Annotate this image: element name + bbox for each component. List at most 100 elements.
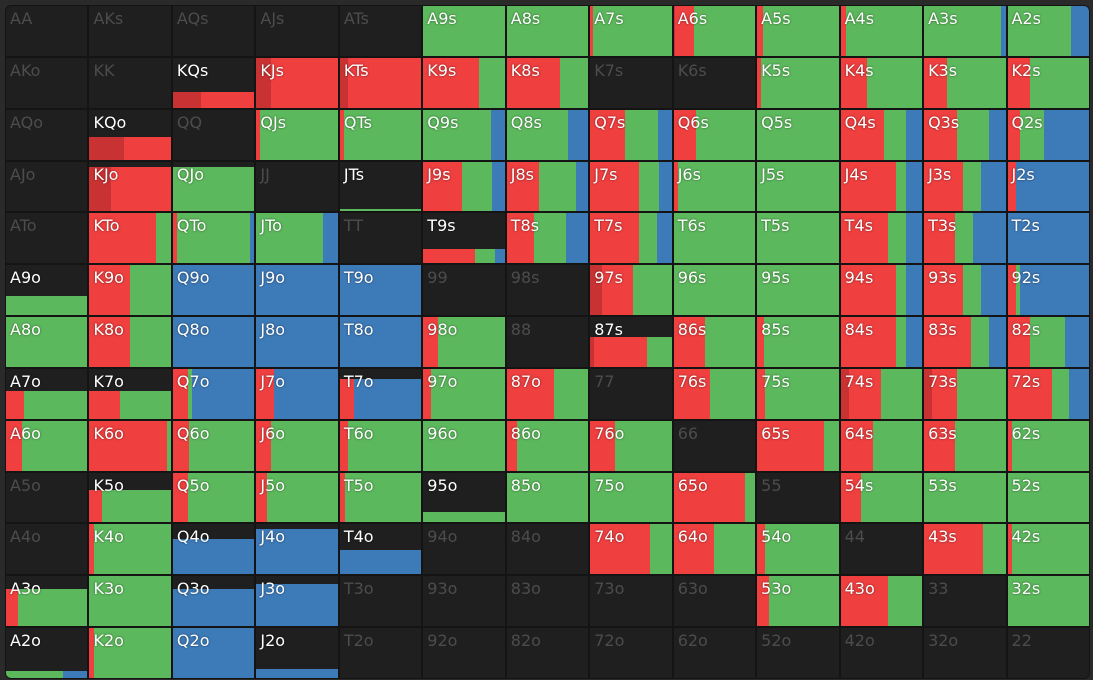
hand-cell-KTo[interactable]: KTo: [89, 213, 171, 264]
hand-cell-K7o[interactable]: K7o: [89, 368, 171, 419]
hand-cell-K3s[interactable]: K3s: [924, 57, 1006, 108]
hand-cell-J7s[interactable]: J7s: [590, 161, 672, 212]
hand-cell-T4s[interactable]: T4s: [840, 213, 923, 264]
hand-cell-Q4s[interactable]: Q4s: [840, 109, 923, 160]
hand-cell-A7s[interactable]: A7s: [590, 6, 672, 56]
hand-cell-85s[interactable]: 85s: [757, 317, 839, 367]
hand-cell-QJo[interactable]: QJo: [172, 161, 255, 212]
hand-cell-66[interactable]: 66: [673, 420, 756, 471]
hand-cell-J9s[interactable]: J9s: [423, 161, 505, 212]
hand-cell-65o[interactable]: 65o: [673, 472, 756, 523]
hand-cell-T3s[interactable]: T3s: [924, 213, 1006, 264]
hand-cell-86s[interactable]: 86s: [673, 317, 756, 367]
hand-cell-75o[interactable]: 75o: [590, 472, 672, 523]
hand-cell-76o[interactable]: 76o: [590, 420, 672, 471]
hand-cell-T8o[interactable]: T8o: [339, 317, 422, 367]
hand-cell-K5o[interactable]: K5o: [89, 472, 171, 523]
hand-cell-88[interactable]: 88: [506, 317, 589, 367]
hand-cell-T7s[interactable]: T7s: [590, 213, 672, 264]
hand-cell-63s[interactable]: 63s: [924, 420, 1006, 471]
hand-cell-Q9s[interactable]: Q9s: [423, 109, 505, 160]
hand-cell-J6s[interactable]: J6s: [673, 161, 756, 212]
hand-cell-AKs[interactable]: AKs: [89, 6, 171, 56]
hand-cell-64s[interactable]: 64s: [840, 420, 923, 471]
hand-cell-J7o[interactable]: J7o: [256, 368, 338, 419]
hand-cell-63o[interactable]: 63o: [673, 576, 756, 627]
hand-cell-KJo[interactable]: KJo: [89, 161, 171, 212]
hand-cell-K2s[interactable]: K2s: [1007, 57, 1089, 108]
hand-cell-K9o[interactable]: K9o: [89, 265, 171, 316]
hand-cell-95s[interactable]: 95s: [757, 265, 839, 316]
hand-cell-87s[interactable]: 87s: [590, 317, 672, 367]
hand-cell-Q2s[interactable]: Q2s: [1007, 109, 1089, 160]
hand-cell-84s[interactable]: 84s: [840, 317, 923, 367]
hand-cell-K8o[interactable]: K8o: [89, 317, 171, 367]
hand-cell-K3o[interactable]: K3o: [89, 576, 171, 627]
hand-cell-Q4o[interactable]: Q4o: [172, 524, 255, 575]
hand-cell-82o[interactable]: 82o: [506, 628, 589, 678]
hand-cell-J8s[interactable]: J8s: [506, 161, 589, 212]
hand-cell-96s[interactable]: 96s: [673, 265, 756, 316]
hand-cell-44[interactable]: 44: [840, 524, 923, 575]
hand-cell-Q7s[interactable]: Q7s: [590, 109, 672, 160]
hand-cell-75s[interactable]: 75s: [757, 368, 839, 419]
hand-cell-93o[interactable]: 93o: [423, 576, 505, 627]
hand-cell-Q6s[interactable]: Q6s: [673, 109, 756, 160]
hand-cell-Q8o[interactable]: Q8o: [172, 317, 255, 367]
hand-cell-AJo[interactable]: AJo: [6, 161, 88, 212]
hand-cell-T6s[interactable]: T6s: [673, 213, 756, 264]
hand-cell-J2o[interactable]: J2o: [256, 628, 338, 678]
hand-cell-QTs[interactable]: QTs: [339, 109, 422, 160]
hand-cell-32s[interactable]: 32s: [1007, 576, 1089, 627]
hand-cell-76s[interactable]: 76s: [673, 368, 756, 419]
hand-cell-A2o[interactable]: A2o: [6, 628, 88, 678]
hand-cell-Q5o[interactable]: Q5o: [172, 472, 255, 523]
hand-cell-53o[interactable]: 53o: [757, 576, 839, 627]
hand-cell-AQo[interactable]: AQo: [6, 109, 88, 160]
hand-cell-43o[interactable]: 43o: [840, 576, 923, 627]
hand-cell-K6s[interactable]: K6s: [673, 57, 756, 108]
hand-cell-K9s[interactable]: K9s: [423, 57, 505, 108]
hand-cell-85o[interactable]: 85o: [506, 472, 589, 523]
hand-cell-J5s[interactable]: J5s: [757, 161, 839, 212]
hand-cell-A6s[interactable]: A6s: [673, 6, 756, 56]
hand-cell-93s[interactable]: 93s: [924, 265, 1006, 316]
hand-cell-74s[interactable]: 74s: [840, 368, 923, 419]
hand-cell-ATs[interactable]: ATs: [339, 6, 422, 56]
hand-cell-KTs[interactable]: KTs: [339, 57, 422, 108]
hand-cell-J9o[interactable]: J9o: [256, 265, 338, 316]
hand-cell-92o[interactable]: 92o: [423, 628, 505, 678]
hand-cell-42o[interactable]: 42o: [840, 628, 923, 678]
hand-cell-JTs[interactable]: JTs: [339, 161, 422, 212]
hand-cell-33[interactable]: 33: [924, 576, 1006, 627]
hand-cell-T3o[interactable]: T3o: [339, 576, 422, 627]
hand-cell-82s[interactable]: 82s: [1007, 317, 1089, 367]
hand-cell-Q2o[interactable]: Q2o: [172, 628, 255, 678]
hand-cell-T2o[interactable]: T2o: [339, 628, 422, 678]
hand-cell-K7s[interactable]: K7s: [590, 57, 672, 108]
hand-cell-97o[interactable]: 97o: [423, 368, 505, 419]
hand-cell-54s[interactable]: 54s: [840, 472, 923, 523]
hand-cell-J6o[interactable]: J6o: [256, 420, 338, 471]
hand-cell-52s[interactable]: 52s: [1007, 472, 1089, 523]
hand-cell-K2o[interactable]: K2o: [89, 628, 171, 678]
hand-cell-J5o[interactable]: J5o: [256, 472, 338, 523]
hand-cell-74o[interactable]: 74o: [590, 524, 672, 575]
hand-cell-TT[interactable]: TT: [339, 213, 422, 264]
hand-cell-J4o[interactable]: J4o: [256, 524, 338, 575]
hand-cell-T9o[interactable]: T9o: [339, 265, 422, 316]
hand-cell-96o[interactable]: 96o: [423, 420, 505, 471]
hand-cell-K8s[interactable]: K8s: [506, 57, 589, 108]
hand-cell-83s[interactable]: 83s: [924, 317, 1006, 367]
hand-cell-97s[interactable]: 97s: [590, 265, 672, 316]
hand-cell-QQ[interactable]: QQ: [172, 109, 255, 160]
hand-cell-AQs[interactable]: AQs: [172, 6, 255, 56]
hand-cell-K5s[interactable]: K5s: [757, 57, 839, 108]
hand-cell-94s[interactable]: 94s: [840, 265, 923, 316]
hand-cell-K4s[interactable]: K4s: [840, 57, 923, 108]
hand-cell-T4o[interactable]: T4o: [339, 524, 422, 575]
hand-cell-A3s[interactable]: A3s: [924, 6, 1006, 56]
hand-cell-Q3o[interactable]: Q3o: [172, 576, 255, 627]
hand-cell-T2s[interactable]: T2s: [1007, 213, 1089, 264]
hand-cell-65s[interactable]: 65s: [757, 420, 839, 471]
